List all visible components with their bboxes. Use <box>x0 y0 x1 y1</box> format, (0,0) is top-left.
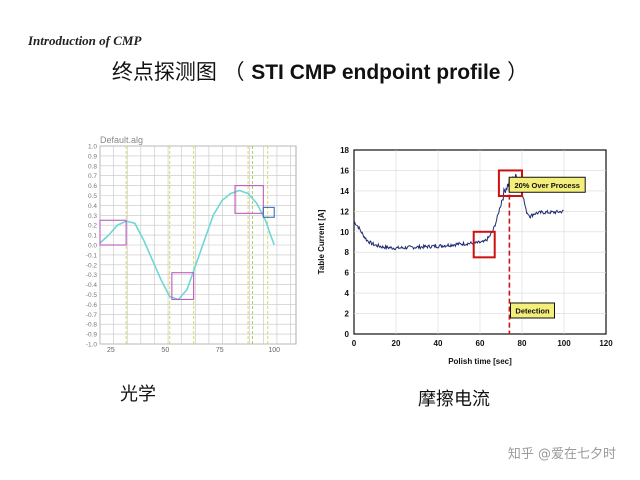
page-title: 终点探测图 （ STI CMP endpoint profile ） <box>0 56 640 86</box>
optical-x-tick-label: 50 <box>161 347 169 354</box>
optical-y-tick-label: 0.0 <box>88 243 97 250</box>
optical-y-tick-label: 0.5 <box>88 193 97 200</box>
optical-chart-panel: Default.alg 1.0 0.9 0.8 0.7 0.6 0.5 0.4 0.3 0.2 0… <box>60 134 308 356</box>
optical-highlight-box <box>262 206 275 218</box>
optical-x-tick-label: 25 <box>107 347 115 354</box>
current-y-tick-label: 0 <box>345 330 350 339</box>
optical-signal-line <box>99 189 275 301</box>
current-y-tick-label: 6 <box>345 269 350 278</box>
current-chart-panel: 0 2 4 6 8 10 12 14 16 18 0 20 40 60 80 100 120 Table Cu… <box>312 140 624 382</box>
current-y-tick-label: 16 <box>340 166 349 175</box>
optical-y-tick-label: -0.2 <box>86 262 98 269</box>
optical-y-tick-label: 1.0 <box>88 144 97 151</box>
current-y-tick-label: 14 <box>340 187 349 196</box>
optical-y-tick-label: -0.6 <box>86 302 98 309</box>
optical-y-tick-label: -0.3 <box>86 272 98 279</box>
title-close-paren: ） <box>507 60 529 84</box>
optical-y-tick-label: 0.4 <box>88 203 97 210</box>
current-x-tick-label: 0 <box>352 339 357 348</box>
current-chart: 0 2 4 6 8 10 12 14 16 18 0 20 40 60 80 100 120 Table Cu… <box>317 146 613 366</box>
optical-y-tick-label: 0.3 <box>88 213 97 220</box>
current-y-tick-label: 18 <box>340 146 349 155</box>
optical-chart: Default.alg 1.0 0.9 0.8 0.7 0.6 0.5 0.4 0.3 0.2 0… <box>86 135 297 354</box>
optical-y-tick-label: -0.9 <box>86 332 98 339</box>
optical-y-tick-label: 0.6 <box>88 183 97 190</box>
current-x-tick-label: 100 <box>557 339 571 348</box>
optical-y-tick-label: -0.5 <box>86 292 98 299</box>
current-y-tick-label: 8 <box>345 248 350 257</box>
current-y-tick-label: 2 <box>345 310 350 319</box>
watermark: 知乎 @爱在七夕时 <box>507 447 616 462</box>
optical-y-tick-label: 0.8 <box>88 163 97 170</box>
optical-y-tick-label: -0.7 <box>86 312 98 319</box>
current-x-tick-label: 80 <box>518 339 527 348</box>
optical-y-tick-label: -0.8 <box>86 322 98 329</box>
optical-x-tick-label: 100 <box>268 347 280 354</box>
optical-y-tick-label: 0.9 <box>88 153 97 160</box>
optical-y-tick-label: 0.7 <box>88 173 97 180</box>
current-x-tick-label: 20 <box>392 339 401 348</box>
optical-y-tick-label: -0.4 <box>86 282 98 289</box>
current-caption: 摩擦电流 <box>418 389 490 410</box>
current-highlight-box <box>472 230 496 259</box>
current-y-tick-label: 10 <box>340 228 349 237</box>
current-trace-line <box>353 173 564 251</box>
current-y-axis-label: Table Current [A] <box>317 209 326 274</box>
over-process-label-box <box>508 176 586 193</box>
detection-label-box <box>510 302 555 319</box>
optical-y-tick-label: 0.1 <box>88 233 97 240</box>
intro-label: Introduction of CMP <box>28 33 142 48</box>
title-open-paren: （ <box>223 60 245 84</box>
optical-caption: 光学 <box>120 384 156 405</box>
over-process-label: 20% Over Process <box>514 181 579 190</box>
optical-highlight-box <box>99 219 127 246</box>
title-en: STI CMP endpoint profile <box>251 61 501 84</box>
optical-highlight-box <box>171 272 195 301</box>
current-y-tick-label: 12 <box>340 207 349 216</box>
optical-chart-title: Default.alg <box>100 135 143 145</box>
optical-y-tick-label: 0.2 <box>88 223 97 230</box>
optical-x-tick-label: 75 <box>216 347 224 354</box>
optical-highlight-box <box>234 185 264 214</box>
title-cn: 终点探测图 <box>111 60 217 84</box>
current-x-axis-label: Polish time [sec] <box>448 357 512 366</box>
optical-y-tick-label: -1.0 <box>86 342 98 349</box>
detection-label: Detection <box>515 306 550 315</box>
current-x-tick-label: 40 <box>434 339 443 348</box>
current-x-tick-label: 60 <box>476 339 485 348</box>
current-y-tick-label: 4 <box>345 289 350 298</box>
current-x-tick-label: 120 <box>599 339 613 348</box>
optical-y-tick-label: -0.1 <box>86 252 98 259</box>
